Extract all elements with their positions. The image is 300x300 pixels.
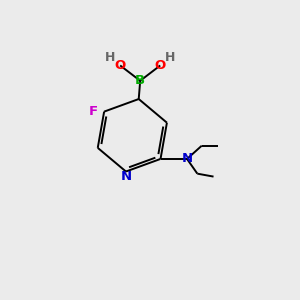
- Text: N: N: [120, 170, 131, 183]
- Text: N: N: [182, 152, 193, 165]
- Text: H: H: [105, 51, 115, 64]
- Text: O: O: [115, 59, 126, 72]
- Text: B: B: [135, 74, 145, 87]
- Text: H: H: [165, 51, 176, 64]
- Text: O: O: [154, 59, 166, 72]
- Text: F: F: [88, 105, 98, 118]
